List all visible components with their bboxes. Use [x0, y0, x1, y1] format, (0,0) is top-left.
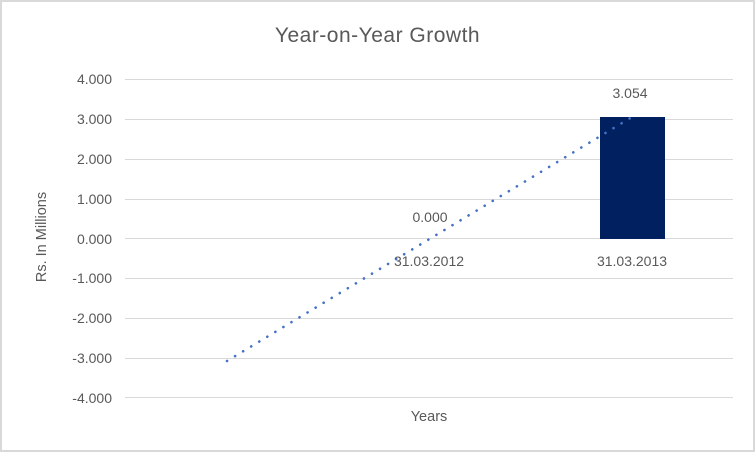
y-tick-label: 1.000 [76, 191, 112, 207]
data-label-2012: 0.000 [412, 209, 448, 225]
gridline [125, 79, 733, 80]
gridline [125, 318, 733, 319]
x-axis-title: Years [410, 409, 448, 425]
gridline [125, 397, 733, 398]
y-tick-label: -3.000 [72, 350, 112, 366]
bar-31-03-2013 [600, 117, 665, 239]
gridline [125, 358, 733, 359]
y-tick-label: -2.000 [72, 310, 112, 326]
chart-title: Year-on-Year Growth [274, 24, 481, 47]
category-label-2013: 31.03.2013 [596, 253, 668, 269]
y-tick-label: -1.000 [72, 270, 112, 286]
y-tick-label: 0.000 [76, 231, 112, 247]
y-tick-label: 3.000 [76, 111, 112, 127]
data-label-2013: 3.054 [612, 85, 648, 101]
category-label-2012: 31.03.2012 [393, 253, 465, 269]
y-tick-label: 4.000 [76, 71, 112, 87]
gridline [125, 278, 733, 279]
y-tick-label: 2.000 [76, 151, 112, 167]
y-tick-label: -4.000 [72, 390, 112, 406]
